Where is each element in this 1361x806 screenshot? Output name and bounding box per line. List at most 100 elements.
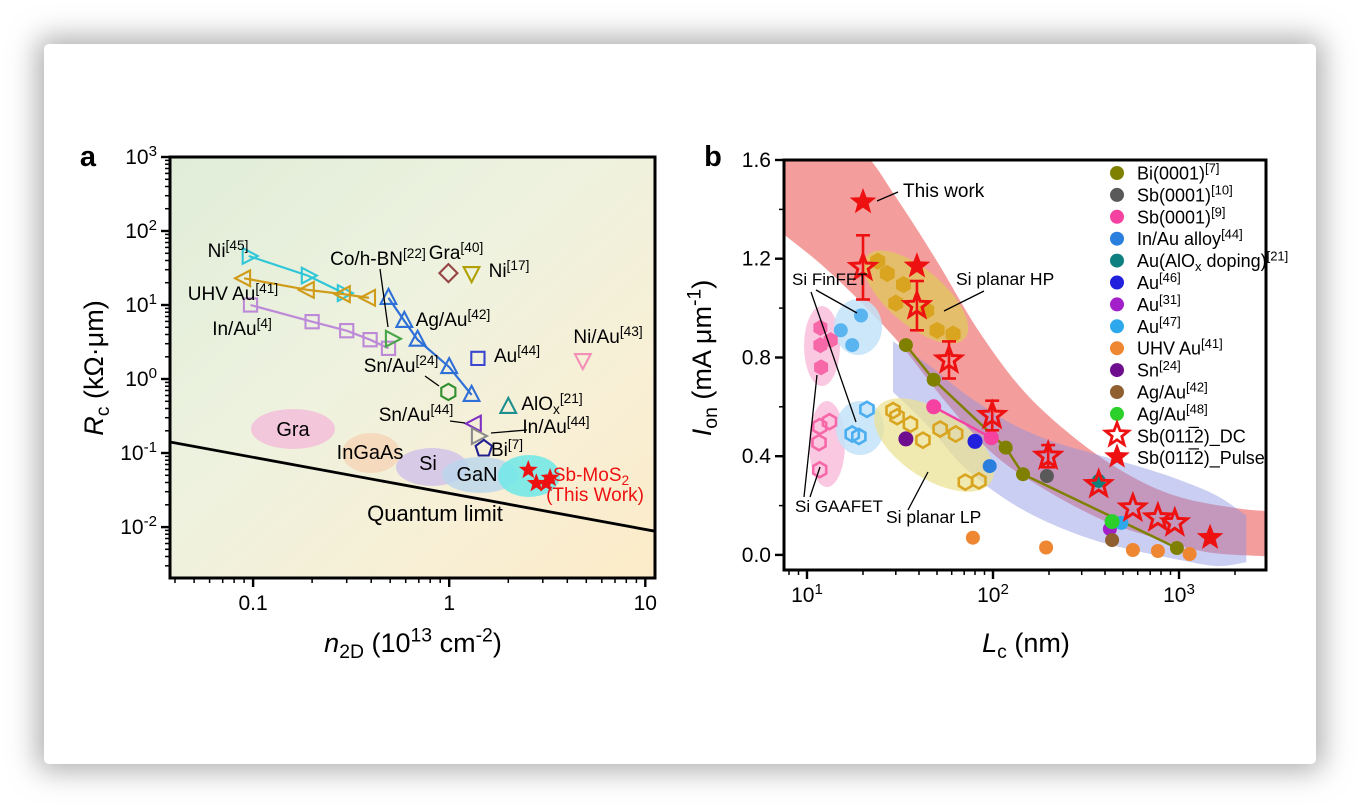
annotation: Quantum limit [367, 501, 503, 526]
data-point-si-gaafet-filled [813, 337, 828, 354]
annotation: This work [903, 181, 985, 202]
data-point-bi-0001-7 [998, 440, 1013, 455]
panel-a: Ni[45] UHV Au[41] In/Au[4] Co/h-BN[22] Ag/Au… [79, 141, 657, 663]
series-au-44 [470, 350, 486, 367]
data-point-in-au-alloy-44 [982, 459, 997, 474]
leader-line [943, 290, 985, 312]
x-axis-title: Lc (nm) [982, 628, 1070, 663]
legend-label: Ag/Au[48] [1137, 402, 1208, 425]
data-point-si-finfet-filled [854, 308, 868, 323]
y-tick-label: 1.6 [742, 149, 771, 172]
data-point-ag-au-42-a [461, 383, 482, 402]
series-label-alox-21: AlOx[21] [521, 391, 582, 417]
legend-label: Ag/Au[42] [1137, 380, 1208, 403]
data-point-bi-0001-7 [1016, 467, 1030, 482]
legend-marker [1110, 209, 1124, 224]
gan-region [442, 457, 518, 493]
data-point-si-finfet-open [859, 400, 875, 419]
legend-marker [1110, 341, 1124, 356]
legend-label: Sb(0001)[10] [1137, 183, 1233, 206]
data-point-bi-0001-7 [898, 338, 913, 353]
data-point-ni-45 [300, 265, 320, 286]
leader-line [424, 375, 440, 387]
annotation: Si planar LP [886, 507, 981, 527]
series-ni-au-43 [573, 353, 593, 372]
data-point-ni-45 [241, 246, 260, 266]
series-label-ni-au-43: Ni/Au[43] [573, 324, 642, 348]
data-point-uhv-au-41 [232, 268, 252, 288]
data-point-sb-mos2-stars [540, 468, 560, 487]
data-point-si-planar-lp [971, 471, 987, 491]
series-ag-au-42-b [1105, 533, 1120, 548]
leader-line [490, 429, 528, 434]
data-point-si-planar-lp [947, 424, 964, 444]
gra-region [251, 409, 335, 449]
data-point-sb-0112-pulse [1196, 523, 1224, 549]
data-point-sn-au-24 [440, 382, 457, 402]
series-si-finfet-open [844, 400, 875, 446]
plot-frame [782, 158, 1268, 572]
legend-marker [1104, 443, 1130, 468]
data-point-si-planar-hp [879, 264, 895, 283]
data-point-au-44 [470, 350, 486, 367]
data-point-si-gaafet-filled [813, 319, 828, 336]
series-label-in-au-4: In/Au[4] [212, 316, 272, 340]
plot-area [784, 160, 1266, 567]
data-point-uhv-au-41-b [1039, 540, 1054, 555]
series-alox-21 [498, 395, 518, 414]
data-point-bi-0001-7 [926, 372, 941, 387]
data-point-sb-0112-dc [1116, 490, 1150, 523]
legend-label: Bi(0001)[7] [1137, 161, 1220, 184]
legend-label: Au(AlOx doping)[21] [1137, 248, 1288, 274]
legend-label: UHV Au[41] [1137, 336, 1223, 359]
annotation: Si FinFET [792, 270, 868, 289]
series-sn-24 [898, 431, 914, 447]
plot-background [170, 157, 655, 578]
data-point-uhv-au-41-b [1150, 544, 1165, 558]
data-point-sb-0112-dc [1031, 438, 1065, 471]
series-sn-au-44 [463, 413, 482, 434]
data-point-sn-au-44 [463, 413, 482, 434]
data-point-sb-0112-pulse [903, 252, 931, 278]
data-point-si-planar-lp [915, 431, 931, 450]
leader-line [809, 466, 821, 498]
legend-marker [1110, 297, 1124, 312]
leader-line [815, 289, 858, 314]
series-label-uhv-au-41: UHV Au[41] [188, 281, 278, 305]
series-si-gaafet-filled [813, 319, 838, 376]
series-line [243, 277, 370, 299]
series-label-sn-au-44: Sn/Au[44] [379, 402, 454, 426]
panel-b: This work Si FinFET Si GAAFET Si planar HP S… [684, 141, 1289, 663]
data-point-in-au-4 [339, 323, 355, 339]
annotation: GaN [456, 464, 497, 486]
data-point-si-gaafet-open [811, 460, 828, 479]
series-in-au-4 [242, 297, 397, 356]
y-tick-label: 102 [125, 217, 157, 243]
series-ag-au-42-a [378, 286, 482, 402]
x-tick-label: 0.1 [238, 592, 267, 615]
data-point-si-gaafet-open [811, 433, 827, 452]
data-point-si-planar-hp [896, 276, 911, 294]
data-point-sb-mos2-stars [526, 473, 546, 492]
y-tick-label: 1.2 [742, 248, 771, 271]
series-label-bi-7-a: Bi[7] [491, 437, 523, 461]
data-point-sn-24 [898, 431, 914, 447]
series-line [248, 254, 345, 295]
series-label-ni-17: Ni[17] [489, 258, 530, 282]
legend-marker [1101, 418, 1133, 448]
legend-marker [1110, 385, 1124, 399]
y-tick-label: 10-2 [120, 513, 157, 539]
annotation: Si GAAFET [795, 497, 883, 516]
data-point-si-gaafet-filled [814, 359, 829, 376]
data-point-uhv-au-41 [332, 284, 351, 304]
data-point-uhv-au-41-b [1125, 543, 1140, 557]
legend-marker [1110, 275, 1124, 290]
series-bi-7-a [474, 438, 494, 457]
series-label-gra-40: Gra[40] [429, 240, 484, 264]
data-point-si-finfet-filled [845, 338, 860, 353]
annotation: (This Work) [546, 485, 644, 506]
x-axis-title: n2D (1013 cm-2) [324, 625, 502, 663]
annotation: Gra [276, 419, 310, 441]
data-point-si-planar-hp [888, 294, 904, 312]
